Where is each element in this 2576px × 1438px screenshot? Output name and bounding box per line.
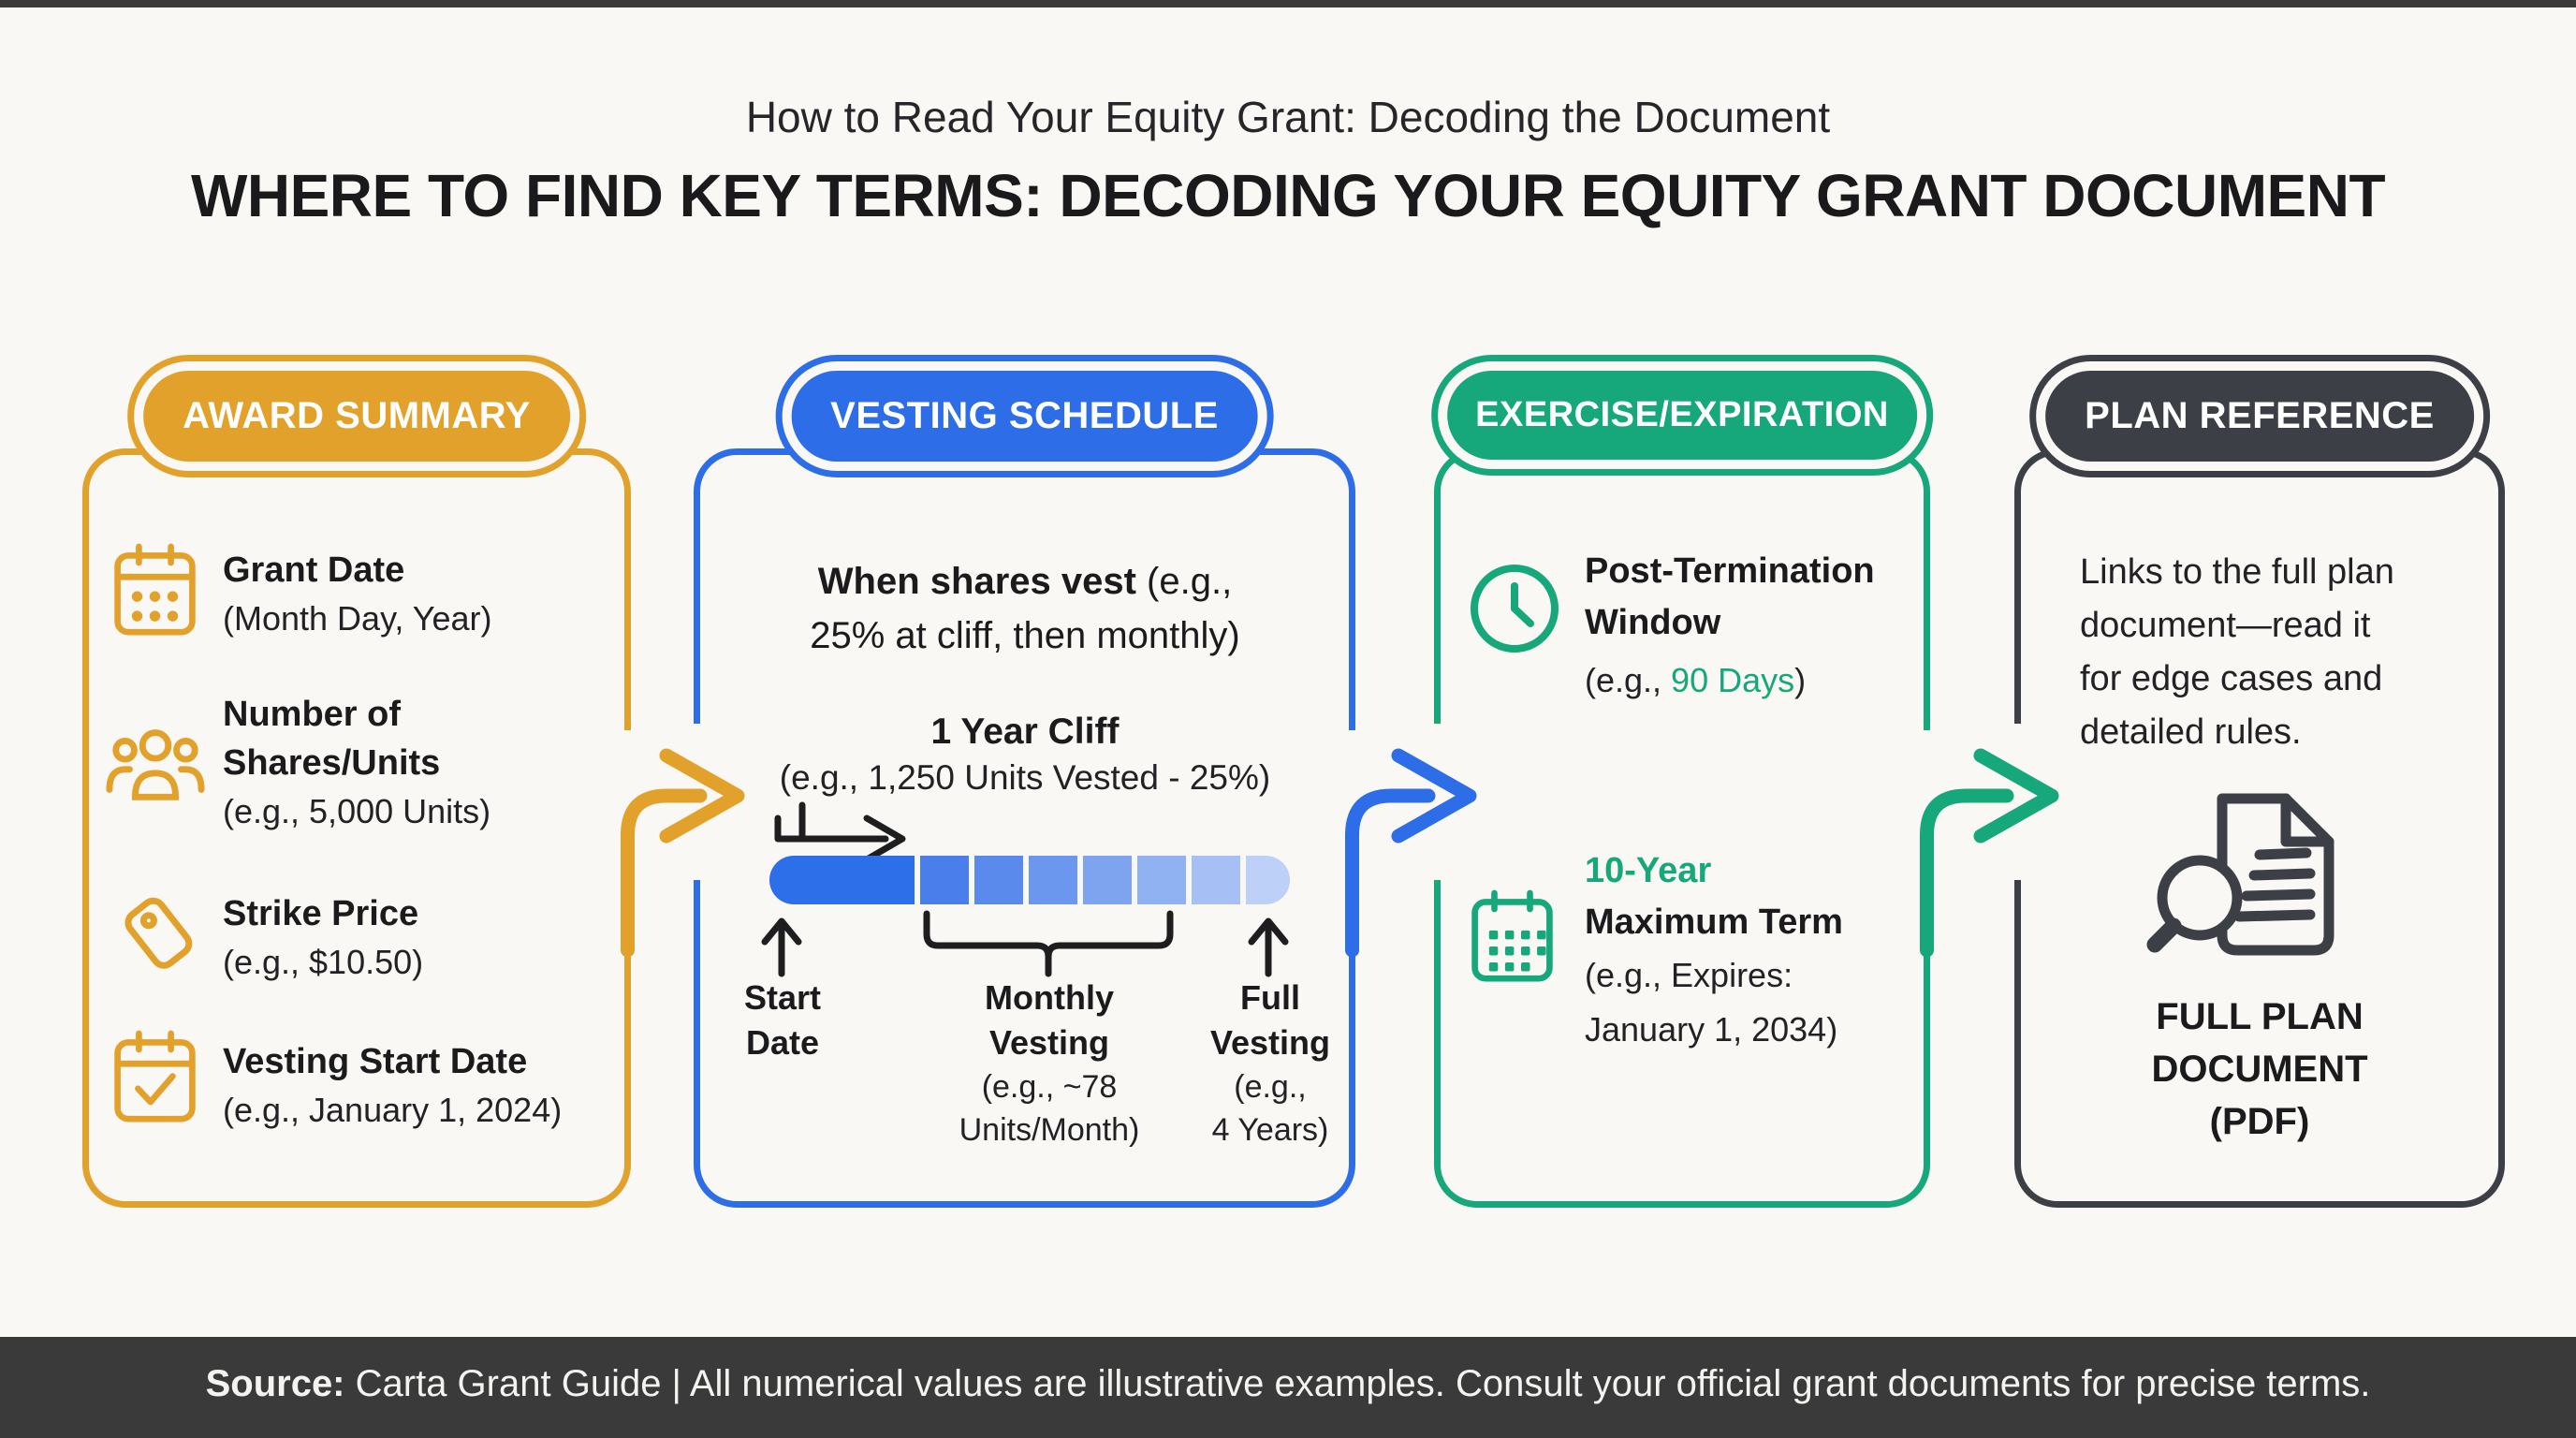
flow-arrow-right-icon [1920, 748, 2059, 958]
start-date-arrow-icon [761, 917, 802, 977]
plan-reference-badge: PLAN REFERENCE [2029, 355, 2490, 477]
cliff-title: 1 Year Cliff [930, 712, 1120, 752]
plan-reference-body: Links to the full plan document—read it … [2080, 552, 2394, 752]
vesting-intro-text: When shares vest (e.g., 25% at cliff, th… [810, 561, 1240, 656]
footer-bar: Source: Carta Grant Guide | All numerica… [0, 1337, 2576, 1438]
calendar-icon [110, 541, 199, 639]
source-note: Source: Carta Grant Guide | All numerica… [205, 1363, 2371, 1404]
exercise-item-maximum-term: 10-Year Maximum Term (e.g., Expires: Jan… [1585, 845, 1922, 1057]
page-title: WHERE TO FIND KEY TERMS: DECODING YOUR E… [190, 162, 2386, 229]
calendar-grid-icon [1468, 888, 1557, 986]
panel-award-summary: AWARD SUMMARY [82, 355, 631, 1208]
ptw-days-accent: 90 Days [1671, 661, 1795, 699]
exercise-item-post-termination: Post-Termination Window (e.g., 90 Days) [1585, 551, 1875, 699]
page-subtitle: How to Read Your Equity Grant: Decoding … [745, 93, 1831, 141]
award-summary-badge-label: AWARD SUMMARY [143, 371, 570, 462]
exercise-expiration-badge: EXERCISE/EXPIRATION [1431, 355, 1933, 476]
vesting-schedule-badge: VESTING SCHEDULE [775, 355, 1274, 477]
flow-arrow-right-icon [621, 748, 745, 958]
vesting-schedule-badge-label: VESTING SCHEDULE [791, 371, 1258, 462]
plan-reference-badge-label: PLAN REFERENCE [2045, 371, 2474, 462]
top-divider [0, 0, 2576, 7]
full-plan-document-label: FULL PLAN DOCUMENT (PDF) [2151, 996, 2368, 1142]
calendar-check-icon [110, 1028, 199, 1126]
exercise-expiration-badge-label: EXERCISE/EXPIRATION [1447, 371, 1917, 460]
people-icon [105, 719, 206, 805]
full-vesting-arrow-icon [1248, 917, 1289, 977]
full-vesting-label: Full Vesting (e.g., 4 Years) [1209, 978, 1331, 1148]
monthly-vesting-bracket-icon [923, 910, 1174, 977]
border-gap [2009, 724, 2027, 880]
clock-icon [1468, 562, 1561, 655]
document-magnifier-icon [2145, 791, 2361, 978]
award-item-grant-date: Grant Date (Month Day, Year) [223, 550, 492, 638]
start-date-label: Start Date [743, 978, 822, 1062]
ten-year-accent: 10-Year [1585, 851, 1712, 890]
cliff-duration-arrow-icon [774, 801, 906, 863]
border-gap [1428, 724, 1446, 880]
award-item-strike-price: Strike Price (e.g., $10.50) [223, 894, 424, 981]
vesting-progress-bar [769, 856, 1290, 904]
monthly-vesting-label: Monthly Vesting (e.g., ~78 Units/Month) [959, 978, 1140, 1148]
tag-icon [112, 885, 206, 983]
award-summary-badge: AWARD SUMMARY [127, 355, 586, 477]
flow-arrow-right-icon [1345, 748, 1477, 958]
panel-plan-reference: PLAN REFERENCE [2014, 355, 2505, 1208]
cliff-subtitle: (e.g., 1,250 Units Vested - 25%) [779, 758, 1271, 797]
award-item-shares: Number of Shares/Units (e.g., 5,000 Unit… [223, 695, 491, 830]
award-item-vesting-start: Vesting Start Date (e.g., January 1, 202… [223, 1042, 563, 1129]
panel-vesting-schedule: VESTING SCHEDULE [694, 355, 1355, 1208]
